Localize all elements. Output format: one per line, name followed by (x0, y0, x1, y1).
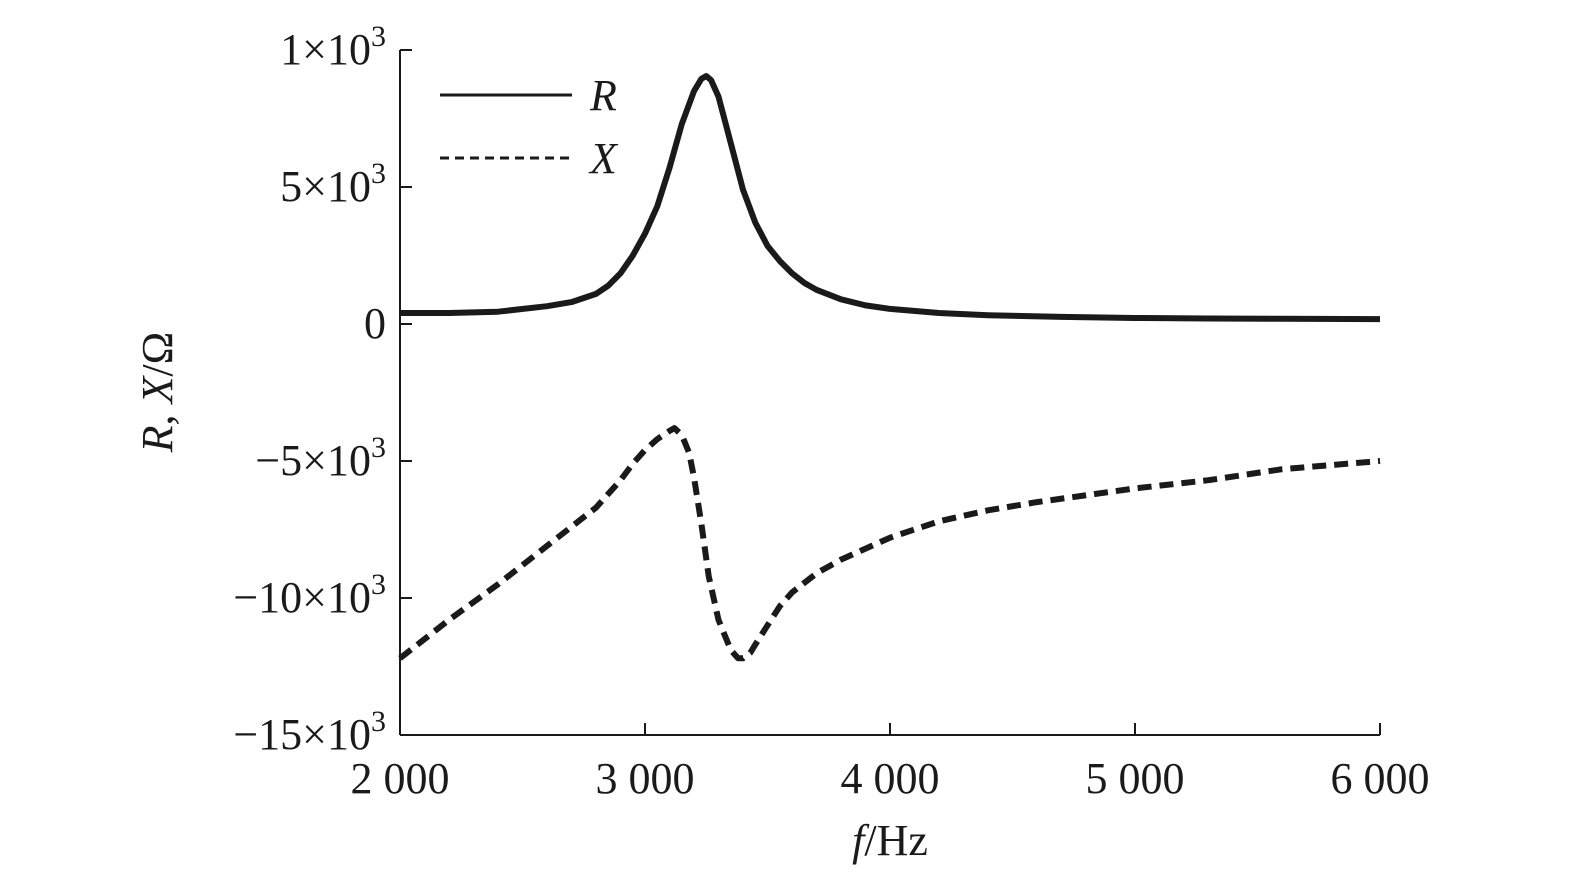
legend-label-r: R (589, 71, 617, 120)
axes (399, 50, 1380, 736)
series-x-line (398, 425, 1381, 662)
x-tick-label: 6 000 (1331, 754, 1430, 803)
y-tick-exponent: 3 (371, 157, 386, 190)
y-tick-mantissa: 1×10 (280, 25, 371, 74)
y-tick-label: 1×103 (280, 20, 386, 74)
x-tick-label: 3 000 (596, 754, 695, 803)
y-axis-title: R, X/Ω (133, 332, 182, 454)
y-axis-title-part: , (133, 403, 182, 425)
legend-label-x: X (588, 134, 619, 183)
y-axis-title-part: X (133, 374, 182, 405)
y-tick-label: 0 (364, 299, 386, 348)
y-tick-exponent: 3 (371, 20, 386, 53)
ticks: 2 000 3 000 4 000 5 000 6 0001×1035×1030−5×1… (233, 20, 1429, 803)
y-tick-mantissa: 5×10 (280, 162, 371, 211)
y-tick-label: −10×103 (233, 568, 386, 622)
axis-titles: f/Hz R, X/Ω (133, 332, 928, 865)
x-axis-title-unit: /Hz (864, 816, 928, 865)
legend: RX (440, 71, 619, 183)
series-r-line (400, 73, 1381, 323)
x-axis-title: f/Hz (852, 816, 928, 865)
y-axis-title-part: /Ω (133, 332, 182, 377)
y-tick-label: 5×103 (280, 157, 386, 211)
y-tick-mantissa: −15×10 (233, 710, 371, 759)
x-tick-label: 2 000 (351, 754, 450, 803)
x-tick-label: 4 000 (841, 754, 940, 803)
x-tick-label: 5 000 (1086, 754, 1185, 803)
y-tick-exponent: 3 (371, 705, 386, 738)
y-tick-label: −5×103 (255, 431, 386, 485)
y-tick-mantissa: 0 (364, 299, 386, 348)
y-tick-exponent: 3 (371, 431, 386, 464)
y-tick-label: −15×103 (233, 705, 386, 759)
series-layer (398, 73, 1381, 662)
y-axis-title-part: R (133, 425, 182, 453)
y-tick-mantissa: −10×10 (233, 573, 371, 622)
y-tick-mantissa: −5×10 (255, 436, 371, 485)
y-tick-exponent: 3 (371, 568, 386, 601)
